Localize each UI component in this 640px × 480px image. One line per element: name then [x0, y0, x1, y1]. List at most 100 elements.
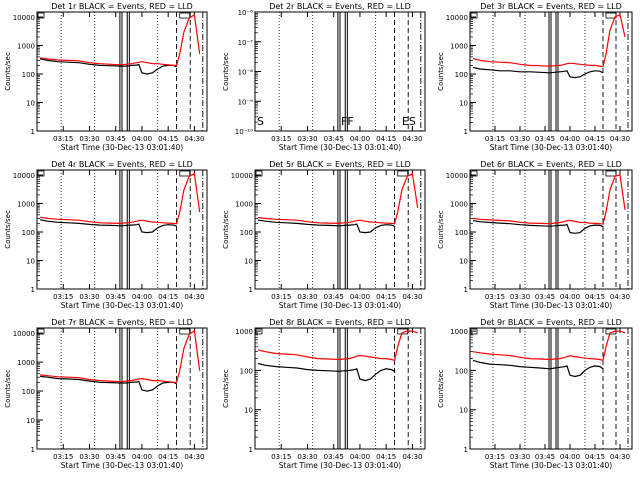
x-tick-label: 04:15 — [585, 293, 605, 301]
series-line-lld — [472, 13, 626, 68]
x-tick-label: 04:00 — [132, 135, 152, 143]
y-tick-label: 10⁻⁶ — [238, 9, 254, 17]
chart-title: Det 6r BLACK = Events, RED = LLD — [480, 160, 622, 169]
x-axis-label: Start Time (30-Dec-13 03:01:40) — [61, 461, 183, 470]
y-tick-label: 10 — [244, 258, 253, 266]
y-axis-label: Counts/sec — [4, 210, 12, 249]
y-tick-label: 100 — [455, 229, 468, 237]
x-tick-label: 03:15 — [485, 135, 505, 143]
y-axis-label: Counts/sec — [222, 52, 230, 91]
y-tick-label: 10000 — [231, 172, 253, 180]
x-tick-label: 04:00 — [350, 453, 370, 461]
x-tick-label: 03:45 — [535, 135, 555, 143]
chart-title: Det 2r BLACK = Events, RED = LLD — [269, 2, 411, 11]
y-tick-label: 100 — [22, 71, 35, 79]
x-tick-label: 04:00 — [132, 453, 152, 461]
chart-title: Det 8r BLACK = Events, RED = LLD — [269, 318, 411, 327]
marker-box — [605, 12, 617, 19]
x-tick-label: 03:30 — [79, 453, 99, 461]
x-tick-label: 03:45 — [324, 453, 344, 461]
x-tick-label: 04:30 — [610, 135, 630, 143]
y-tick-label: 1000 — [17, 359, 35, 367]
x-tick-label: 04:15 — [376, 453, 396, 461]
y-tick-label: 100 — [22, 388, 35, 396]
series-line-events — [472, 66, 604, 79]
x-tick-label: 03:45 — [324, 135, 344, 143]
x-axis-label: Start Time (30-Dec-13 03:01:40) — [490, 143, 612, 152]
x-tick-label: 04:30 — [184, 135, 204, 143]
series-line-events — [39, 219, 177, 234]
y-tick-label: 1000 — [235, 328, 253, 336]
x-axis-label: Start Time (30-Dec-13 03:01:40) — [61, 301, 183, 310]
y-tick-label: 10⁻⁹ — [238, 98, 254, 106]
marker-box — [37, 328, 45, 335]
chart-title: Det 3r BLACK = Events, RED = LLD — [480, 2, 622, 11]
series-line-lld — [472, 330, 626, 362]
x-tick-label: 03:15 — [485, 453, 505, 461]
chart-title: Det 9r BLACK = Events, RED = LLD — [480, 318, 622, 327]
y-tick-label: 100 — [455, 71, 468, 79]
x-tick-label: 04:30 — [184, 293, 204, 301]
y-tick-label: 10000 — [13, 172, 35, 180]
x-axis-label: Start Time (30-Dec-13 03:01:40) — [279, 461, 401, 470]
x-tick-label: 04:00 — [350, 293, 370, 301]
marker-box — [179, 12, 191, 19]
x-tick-label: 03:45 — [324, 293, 344, 301]
y-tick-label: 100 — [455, 367, 468, 375]
y-tick-label: 10000 — [13, 14, 35, 22]
y-tick-label: 1000 — [17, 43, 35, 51]
chart-panel-6: Det 6r BLACK = Events, RED = LLD 1 10 100 10… — [437, 160, 633, 310]
chart-panel-5: Det 5r BLACK = Events, RED = LLD 1 10 100 10… — [222, 160, 426, 310]
x-tick-label: 03:30 — [297, 293, 317, 301]
y-tick-label: 1 — [464, 446, 468, 454]
x-tick-label: 03:30 — [297, 135, 317, 143]
y-tick-label: 1000 — [235, 201, 253, 209]
y-tick-label: 1 — [249, 446, 253, 454]
y-tick-label: 1 — [31, 128, 35, 136]
x-tick-label: 04:15 — [585, 453, 605, 461]
x-tick-label: 04:15 — [376, 293, 396, 301]
chart-panel-4: Det 4r BLACK = Events, RED = LLD 1 10 100 10… — [4, 160, 208, 310]
panel-annotation: ES — [402, 115, 416, 128]
y-tick-label: 1 — [464, 128, 468, 136]
x-tick-label: 04:15 — [585, 135, 605, 143]
marker-box — [470, 328, 478, 335]
x-tick-label: 03:45 — [106, 293, 126, 301]
y-tick-label: 1 — [31, 446, 35, 454]
y-tick-label: 10 — [26, 417, 35, 425]
x-axis-label: Start Time (30-Dec-13 03:01:40) — [279, 301, 401, 310]
chart-title: Det 5r BLACK = Events, RED = LLD — [269, 160, 411, 169]
series-line-lld — [258, 172, 419, 225]
y-axis-label: Counts/sec — [437, 210, 445, 249]
x-tick-label: 04:00 — [350, 135, 370, 143]
x-tick-label: 03:15 — [53, 293, 73, 301]
chart-panel-7: Det 7r BLACK = Events, RED = LLD 1 10 100 10… — [4, 318, 208, 470]
marker-box — [397, 170, 409, 177]
y-tick-label: 10 — [459, 100, 468, 108]
x-tick-label: 03:15 — [53, 135, 73, 143]
y-tick-label: 10 — [26, 258, 35, 266]
series-line-lld — [40, 329, 201, 383]
x-tick-label: 03:15 — [271, 293, 291, 301]
y-tick-label: 1 — [249, 286, 253, 294]
x-tick-label: 03:15 — [271, 453, 291, 461]
y-tick-label: 10000 — [446, 14, 468, 22]
y-axis-label: Counts/sec — [4, 369, 12, 408]
y-tick-label: 100 — [240, 367, 253, 375]
y-tick-label: 100 — [240, 229, 253, 237]
x-tick-label: 04:15 — [158, 453, 178, 461]
x-tick-label: 04:30 — [402, 453, 422, 461]
y-axis-label: Counts/sec — [222, 369, 230, 408]
series-line-events — [472, 220, 604, 234]
series-line-events — [257, 362, 395, 382]
x-tick-label: 03:45 — [535, 293, 555, 301]
marker-box — [37, 12, 45, 19]
y-tick-label: 1000 — [450, 43, 468, 51]
x-tick-label: 04:00 — [560, 135, 580, 143]
x-tick-label: 04:15 — [158, 135, 178, 143]
x-tick-label: 03:45 — [106, 453, 126, 461]
x-tick-label: 03:30 — [510, 135, 530, 143]
x-tick-label: 04:00 — [560, 293, 580, 301]
x-tick-label: 04:00 — [132, 293, 152, 301]
